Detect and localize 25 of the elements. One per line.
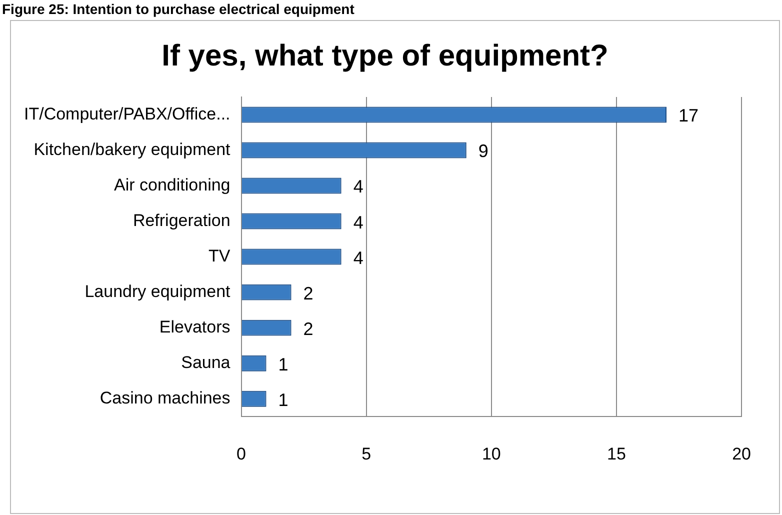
data-label: 9 <box>478 141 488 162</box>
data-label: 4 <box>353 176 364 197</box>
x-tick-label: 15 <box>607 444 626 464</box>
data-label: 2 <box>303 283 314 304</box>
x-tick-label: 20 <box>732 444 752 464</box>
y-tick-label: Elevators <box>159 318 230 337</box>
y-tick-label: Sauna <box>181 353 231 372</box>
y-tick-label: Laundry equipment <box>84 282 231 301</box>
x-tick-label: 0 <box>236 444 246 464</box>
caption: Figure 25: Intention to purchase electrical equipment <box>2 1 354 17</box>
data-label: 4 <box>353 212 364 232</box>
chart-title: If yes, what type of equipment? <box>162 39 608 72</box>
data-label: 17 <box>678 106 699 126</box>
y-tick-label: Air conditioning <box>114 175 230 194</box>
y-tick-label: IT/Computer/PABX/Office... <box>24 104 230 124</box>
data-label: 4 <box>353 248 364 268</box>
x-tick-label: 10 <box>482 444 501 464</box>
x-tick-label: 5 <box>362 444 372 464</box>
y-tick-label: Casino machines <box>100 388 230 408</box>
data-label: 1 <box>278 390 288 410</box>
y-tick-label: TV <box>208 246 231 266</box>
y-tick-label: Kitchen/bakery equipment <box>34 140 231 159</box>
data-label: 2 <box>303 318 314 339</box>
data-label: 1 <box>278 354 288 374</box>
y-tick-label: Refrigeration <box>132 210 230 230</box>
